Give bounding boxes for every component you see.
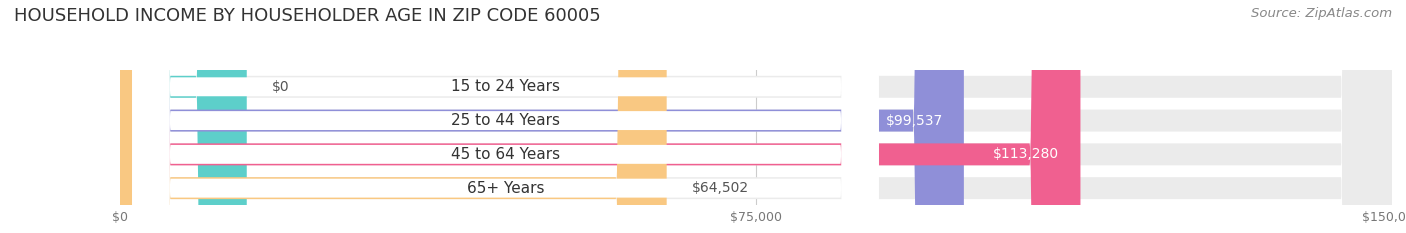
Text: Source: ZipAtlas.com: Source: ZipAtlas.com (1251, 7, 1392, 20)
FancyBboxPatch shape (132, 0, 879, 233)
FancyBboxPatch shape (120, 0, 1392, 233)
FancyBboxPatch shape (120, 0, 1392, 233)
Text: $64,502: $64,502 (692, 181, 749, 195)
Text: $113,280: $113,280 (993, 147, 1059, 161)
FancyBboxPatch shape (120, 0, 1392, 233)
FancyBboxPatch shape (120, 0, 666, 233)
Text: 45 to 64 Years: 45 to 64 Years (451, 147, 560, 162)
Text: $99,537: $99,537 (886, 113, 942, 128)
Text: HOUSEHOLD INCOME BY HOUSEHOLDER AGE IN ZIP CODE 60005: HOUSEHOLD INCOME BY HOUSEHOLDER AGE IN Z… (14, 7, 600, 25)
FancyBboxPatch shape (120, 0, 965, 233)
FancyBboxPatch shape (132, 0, 879, 233)
FancyBboxPatch shape (120, 0, 1392, 233)
Text: 25 to 44 Years: 25 to 44 Years (451, 113, 560, 128)
FancyBboxPatch shape (132, 0, 879, 233)
Text: $0: $0 (273, 80, 290, 94)
FancyBboxPatch shape (120, 0, 247, 233)
Text: 65+ Years: 65+ Years (467, 181, 544, 196)
FancyBboxPatch shape (120, 0, 1080, 233)
Text: 15 to 24 Years: 15 to 24 Years (451, 79, 560, 94)
FancyBboxPatch shape (132, 0, 879, 233)
